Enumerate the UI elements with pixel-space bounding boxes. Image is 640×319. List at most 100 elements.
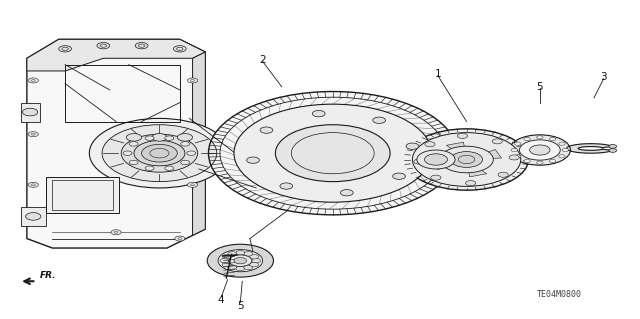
- Circle shape: [102, 125, 217, 182]
- Circle shape: [440, 146, 493, 173]
- Circle shape: [406, 143, 419, 149]
- Circle shape: [188, 78, 198, 83]
- Polygon shape: [20, 103, 40, 122]
- Circle shape: [187, 151, 196, 155]
- Circle shape: [228, 252, 237, 256]
- Circle shape: [177, 134, 193, 141]
- Circle shape: [126, 134, 141, 141]
- Circle shape: [515, 142, 521, 145]
- Circle shape: [451, 152, 483, 167]
- Circle shape: [537, 161, 543, 164]
- Circle shape: [417, 150, 455, 169]
- Circle shape: [425, 142, 435, 147]
- Circle shape: [537, 136, 543, 139]
- Circle shape: [244, 252, 253, 256]
- Text: FR.: FR.: [40, 271, 56, 280]
- Circle shape: [229, 255, 252, 266]
- Circle shape: [173, 46, 186, 52]
- Circle shape: [530, 145, 550, 155]
- Circle shape: [340, 189, 353, 196]
- Circle shape: [180, 142, 189, 146]
- Circle shape: [28, 78, 38, 83]
- Polygon shape: [27, 39, 205, 71]
- Circle shape: [520, 140, 560, 160]
- Circle shape: [393, 173, 405, 179]
- Text: 2: 2: [259, 55, 266, 65]
- Circle shape: [609, 145, 616, 148]
- Circle shape: [234, 257, 246, 264]
- Circle shape: [466, 181, 476, 186]
- Circle shape: [28, 132, 38, 137]
- Polygon shape: [447, 142, 465, 154]
- Circle shape: [275, 125, 390, 182]
- Polygon shape: [431, 160, 455, 169]
- Circle shape: [129, 160, 138, 165]
- Circle shape: [165, 136, 173, 140]
- Circle shape: [111, 230, 121, 235]
- Circle shape: [207, 244, 273, 277]
- Circle shape: [431, 175, 441, 180]
- Polygon shape: [20, 207, 46, 226]
- Circle shape: [246, 157, 259, 163]
- Circle shape: [260, 127, 273, 133]
- Circle shape: [165, 166, 173, 170]
- Circle shape: [218, 250, 262, 272]
- Polygon shape: [193, 52, 205, 235]
- Circle shape: [28, 182, 38, 187]
- Circle shape: [252, 258, 260, 263]
- Polygon shape: [478, 150, 502, 159]
- Text: 5: 5: [237, 300, 244, 311]
- Circle shape: [26, 213, 41, 220]
- Circle shape: [250, 255, 259, 259]
- Circle shape: [280, 183, 292, 189]
- Text: 5: 5: [536, 82, 543, 92]
- Circle shape: [498, 172, 508, 177]
- Bar: [52, 180, 113, 210]
- Circle shape: [180, 160, 189, 165]
- Circle shape: [236, 266, 245, 271]
- Circle shape: [121, 134, 198, 172]
- Circle shape: [129, 142, 138, 146]
- Circle shape: [509, 135, 570, 165]
- Circle shape: [609, 149, 616, 152]
- Polygon shape: [468, 165, 486, 177]
- Circle shape: [559, 155, 565, 158]
- Circle shape: [524, 137, 531, 141]
- Circle shape: [509, 155, 519, 160]
- Circle shape: [549, 160, 556, 163]
- Circle shape: [222, 263, 231, 267]
- Circle shape: [134, 141, 185, 166]
- Circle shape: [90, 118, 230, 188]
- Circle shape: [222, 255, 231, 259]
- Circle shape: [511, 148, 518, 152]
- Polygon shape: [566, 144, 612, 153]
- Circle shape: [59, 46, 72, 52]
- Circle shape: [458, 133, 467, 138]
- Circle shape: [244, 265, 253, 270]
- Polygon shape: [27, 39, 205, 248]
- Circle shape: [236, 250, 245, 255]
- Circle shape: [524, 160, 531, 163]
- Circle shape: [515, 155, 521, 158]
- Circle shape: [549, 137, 556, 141]
- Circle shape: [414, 159, 424, 164]
- Text: TE04M0800: TE04M0800: [536, 290, 582, 299]
- Circle shape: [145, 136, 154, 140]
- Circle shape: [141, 144, 177, 162]
- Circle shape: [188, 182, 198, 187]
- Text: 4: 4: [218, 295, 225, 305]
- Text: 1: 1: [435, 69, 441, 79]
- Circle shape: [559, 142, 565, 145]
- Circle shape: [372, 117, 385, 123]
- Circle shape: [135, 42, 148, 49]
- Circle shape: [145, 166, 154, 170]
- Circle shape: [492, 139, 502, 144]
- Circle shape: [220, 258, 229, 263]
- Circle shape: [123, 151, 132, 155]
- Circle shape: [97, 42, 109, 49]
- Circle shape: [234, 104, 431, 202]
- Circle shape: [404, 129, 529, 190]
- Circle shape: [250, 263, 259, 267]
- Circle shape: [228, 265, 237, 270]
- Circle shape: [152, 134, 167, 141]
